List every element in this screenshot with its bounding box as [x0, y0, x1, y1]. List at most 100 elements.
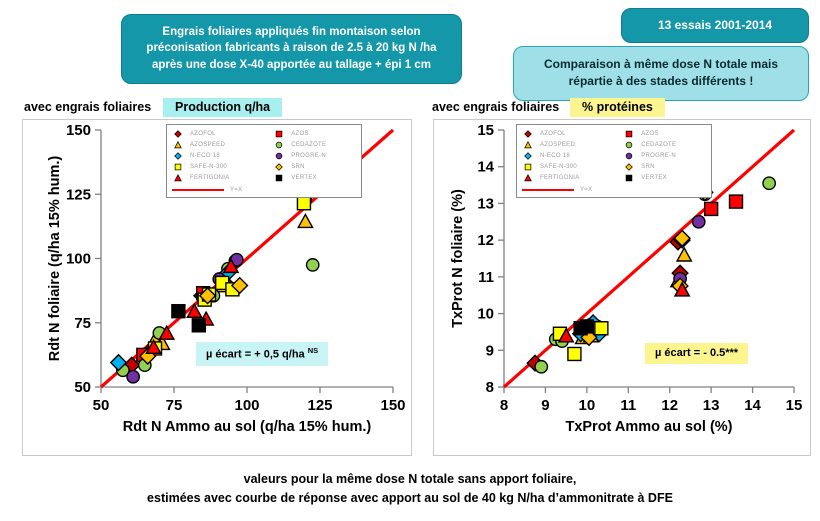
legend-item-label: CEDAZOTE [291, 141, 327, 148]
data-point-square [728, 194, 744, 209]
right-chart-header-prefix: avec engrais foliaires [432, 100, 560, 114]
chart-proteines: 8 9 10 11 12 13 14 15 8 9 10 11 12 13 14 15 TxProt Ammo … [433, 119, 811, 456]
legend-item-label: AZOS [291, 130, 309, 137]
y-tick-label: 9 [486, 342, 494, 359]
x-tick-label: 100 [234, 397, 259, 414]
legend-item-label: AZOSPEED [190, 141, 226, 148]
legend-item-label: SAFE-N-300 [540, 163, 578, 170]
data-point-diamond [673, 229, 691, 248]
legend-item-label: SAFE-N-300 [190, 163, 228, 170]
diamond-marker-icon [623, 162, 634, 171]
data-point-triangle [158, 324, 176, 340]
data-point-square [703, 201, 719, 217]
series-vertex [171, 303, 207, 333]
legend-item-azospeed: AZOSPEED [522, 139, 609, 150]
y-tick-label: 12 [477, 232, 494, 249]
x-tick-label: 10 [579, 397, 596, 414]
circle-marker-icon [623, 141, 634, 149]
identity-line-swatch [522, 188, 574, 191]
legend-item-label: AZOSPEED [540, 141, 576, 148]
legend-item-label: PROGRE-N [291, 152, 326, 159]
y-tick-label: 125 [66, 186, 91, 203]
diamond-marker-icon [522, 129, 533, 138]
triangle-marker-icon [522, 173, 533, 182]
legend-item-label: SRN [641, 163, 655, 170]
square-marker-icon [623, 174, 634, 182]
legend-item-n-eco 18: N-ECO 18 [522, 150, 609, 161]
diamond-marker-icon [522, 151, 533, 160]
callout-comparison: Comparaison à même dose N totale mais ré… [513, 46, 809, 102]
legend-item-label: FERTIGONIA [540, 174, 580, 181]
legend-item-progre-n: PROGRE-N [623, 150, 706, 161]
series-vertex [573, 319, 595, 336]
chart-production-canvas: 50 75 100 125 150 50 75 100 125 150 Rdt N Ammo au … [47, 122, 406, 435]
data-point-diamond [109, 353, 128, 372]
legend-item-label: PROGRE-N [641, 152, 676, 159]
legend-item-azos: AZOS [623, 128, 706, 139]
series-azos [577, 194, 744, 340]
square-marker-icon [273, 130, 284, 138]
data-point-triangle [557, 327, 575, 343]
chart-proteines-canvas: 8 9 10 11 12 13 14 15 8 9 10 11 12 13 14 15 TxProt Ammo … [450, 122, 803, 435]
triangle-marker-icon [522, 140, 533, 149]
legend-item-label: FERTIGONIA [190, 174, 230, 181]
y-tick-label: 100 [66, 251, 91, 268]
callout-foliar-fertilizer: Engrais foliaires appliqués fin montaiso… [121, 14, 462, 84]
identity-line-label: Y=X [230, 186, 243, 193]
diamond-marker-icon [273, 162, 284, 171]
legend-item-label: N-ECO 18 [190, 152, 221, 159]
y-tick-label: 14 [477, 159, 494, 176]
y-tick-label: 13 [477, 195, 494, 212]
y-axis-title: Rdt N foliaire (q/ha 15% hum.) [47, 156, 63, 362]
legend-item-srn: SRN [623, 161, 706, 172]
data-point-triangle [145, 338, 162, 355]
legend-item-label: SRN [291, 163, 305, 170]
annotation-mu-ecart-production: µ écart = + 0,5 q/ha NS [196, 342, 329, 366]
data-point-square [296, 196, 312, 211]
y-tick-label: 11 [478, 269, 494, 286]
right-chart-header-chip: % protéines [570, 98, 665, 117]
data-point-square [579, 319, 595, 334]
legend-grid: AZOFOL AZOS AZOSPEED CEDAZOTE N-ECO 18 PROGRE… [522, 128, 706, 183]
y-tick-label: 15 [477, 122, 494, 139]
mu-text: µ écart = + 0,5 q/ha [206, 348, 308, 361]
x-tick-label: 150 [380, 397, 405, 414]
legend-identity-line: Y=X [522, 184, 706, 195]
legend-identity-line: Y=X [172, 184, 356, 195]
data-point-triangle [673, 281, 691, 297]
x-tick-label: 15 [786, 397, 803, 414]
caption-line-2: estimées avec courbe de réponse avec app… [147, 491, 673, 506]
y-axis-title: TxProt N foliaire (%) [450, 189, 466, 328]
legend-item-azospeed: AZOSPEED [172, 139, 259, 150]
data-point-circle [534, 359, 549, 374]
x-axis-title: TxProt Ammo au sol (%) [565, 419, 732, 435]
x-tick-label: 12 [661, 397, 678, 414]
legend-item-azofol: AZOFOL [172, 128, 259, 139]
x-tick-label: 75 [166, 397, 183, 414]
diamond-marker-icon [172, 129, 183, 138]
circle-marker-icon [273, 141, 284, 149]
circle-marker-icon [273, 152, 284, 160]
diamond-marker-icon [172, 151, 183, 160]
y-tick-label: 8 [486, 379, 494, 396]
square-marker-icon [522, 163, 533, 171]
legend-item-safe-n-300: SAFE-N-300 [522, 161, 609, 172]
legend-item-azofol: AZOFOL [522, 128, 609, 139]
legend-item-cedazote: CEDAZOTE [623, 139, 706, 150]
x-tick-label: 8 [500, 397, 508, 414]
data-point-circle [305, 258, 320, 272]
x-axis-title: Rdt N Ammo au sol (q/ha 15% hum.) [123, 419, 372, 435]
legend-item-label: AZOS [641, 130, 659, 137]
identity-line-label: Y=X [580, 186, 593, 193]
y-tick-label: 150 [66, 122, 91, 139]
data-point-circle [762, 176, 777, 191]
left-chart-header-chip: Production q/ha [163, 98, 283, 117]
data-point-circle [126, 369, 140, 384]
legend-item-vertex: VERTEX [623, 172, 706, 183]
left-chart-header-prefix: avec engrais foliaires [24, 100, 152, 114]
data-point-triangle [675, 246, 693, 262]
callout-trials-count: 13 essais 2001-2014 [621, 8, 809, 44]
square-marker-icon [273, 174, 284, 182]
legend-item-label: AZOFOL [540, 130, 566, 137]
x-tick-label: 50 [93, 397, 110, 414]
